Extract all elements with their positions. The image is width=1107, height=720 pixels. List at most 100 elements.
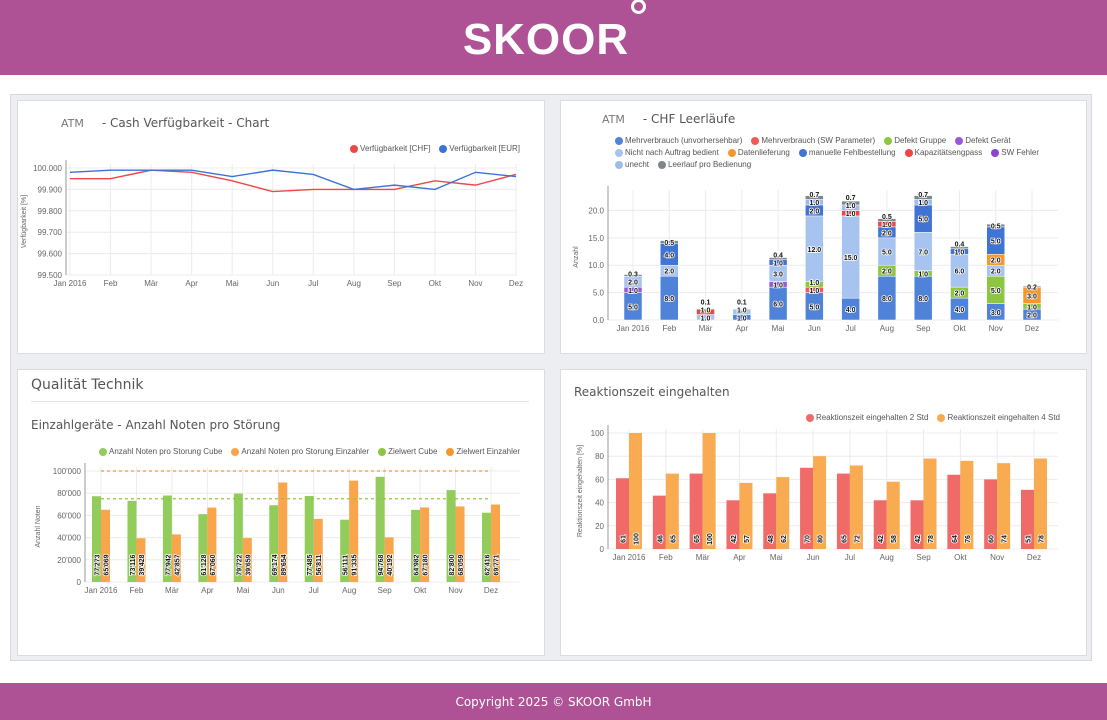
y-tick-label: 0 <box>600 545 605 554</box>
legend-cash: Verfügbarkeit [CHF] Verfügbarkeit [EUR] <box>300 144 520 154</box>
segment-label: 12.0 <box>808 247 822 254</box>
bar <box>997 463 1011 549</box>
y-tick-label: 99.500 <box>38 271 63 280</box>
legend-item[interactable]: Anzahl Noten pro Storung Cube <box>99 447 222 457</box>
legend-item[interactable]: Nicht nach Auftrag bedient <box>615 148 719 158</box>
legend-item[interactable]: Leerlauf pro Bedienung <box>658 160 751 170</box>
x-tick-label: Jun <box>807 553 820 562</box>
segment-label: 0.1 <box>701 299 711 306</box>
legend-dot-icon <box>904 149 913 157</box>
segment-label: 0.7 <box>918 192 928 199</box>
legend-item[interactable]: Verfügbarkeit [EUR] <box>439 144 520 154</box>
legend-item[interactable]: Mehrverbrauch (SW Parameter) <box>751 136 875 146</box>
legend-item[interactable]: Kapazitätsengpass <box>904 148 982 158</box>
bar-label: 42'857 <box>174 554 181 575</box>
bar-label: 65 <box>694 535 701 543</box>
legend-label: Nicht nach Auftrag bedient <box>625 148 719 157</box>
bar-label: 42 <box>731 535 738 543</box>
segment-label: 4.0 <box>846 307 856 314</box>
x-tick-label: Aug <box>880 324 894 333</box>
legend-item[interactable]: Zielwert Einzahler <box>446 447 520 457</box>
legend-label: Defekt Gerät <box>965 136 1011 145</box>
bar-label: 74 <box>1002 535 1009 543</box>
x-tick-label: Nov <box>468 279 482 288</box>
x-tick-label: Apr <box>733 553 746 562</box>
legend-label: Verfügbarkeit [CHF] <box>360 144 431 153</box>
bar <box>411 509 421 582</box>
segment-label: 1.0 <box>882 222 892 229</box>
header: SKOOR <box>0 0 1107 75</box>
footer: Copyright 2025 © SKOOR GmbH <box>0 683 1107 720</box>
skoor-logo[interactable]: SKOOR <box>463 0 647 65</box>
stack-segment <box>877 218 897 222</box>
bar <box>873 500 887 549</box>
x-tick-label: Jan 2016 <box>85 586 118 595</box>
legend-item[interactable]: Defekt Gerät <box>955 136 1011 146</box>
y-tick-label: 20 <box>595 522 604 531</box>
segment-label: 0.3 <box>628 272 638 279</box>
x-tick-label: Feb <box>104 279 118 288</box>
legend-dot-icon <box>658 161 667 169</box>
legend-item[interactable]: Defekt Gruppe <box>884 136 946 146</box>
legend-item[interactable]: manuelle Fehlbestellung <box>798 148 896 158</box>
y-tick-label: 5.0 <box>593 289 605 298</box>
legend-dot-icon <box>615 161 623 169</box>
legend-label: SW Fehler <box>1001 148 1040 157</box>
bar <box>446 490 456 582</box>
segment-label: 1.0 <box>737 315 747 322</box>
legend-label: Leerlauf pro Bedienung <box>668 160 752 169</box>
y-tick-label: 0 <box>77 578 82 587</box>
bar-label: 77'273 <box>95 554 102 575</box>
bar-label: 62'416 <box>485 554 492 575</box>
x-tick-label: Okt <box>414 586 427 595</box>
legend-item[interactable]: SW Fehler <box>991 148 1039 158</box>
x-tick-label: Mär <box>144 279 158 288</box>
stack-segment <box>623 274 643 277</box>
segment-label: 0.2 <box>1027 285 1037 292</box>
legend-reaction: Reaktionszeit eingehalten 2 Std Reaktions… <box>700 413 1060 423</box>
legend-dot-icon <box>615 137 623 145</box>
legend-item[interactable]: Datenlieferung <box>727 148 790 158</box>
x-tick-label: Dez <box>1027 553 1041 562</box>
bar <box>349 480 359 582</box>
bar <box>947 474 961 549</box>
segment-label: 2.0 <box>991 258 1001 265</box>
segment-label: 2.0 <box>991 269 1001 276</box>
legend-item[interactable]: unecht <box>615 160 649 170</box>
segment-label: 6.0 <box>773 302 783 309</box>
x-tick-label: Okt <box>954 553 967 562</box>
segment-label: 1.0 <box>846 211 856 218</box>
logo-circle <box>631 0 647 14</box>
bar-label: 65 <box>670 535 677 543</box>
bar-label: 61 <box>621 535 628 543</box>
legend-item[interactable]: Reaktionszeit eingehalten 4 Std <box>937 413 1060 423</box>
bar <box>739 482 753 549</box>
bar-label: 100 <box>707 533 714 545</box>
legend-item[interactable]: Reaktionszeit eingehalten 2 Std <box>805 413 928 423</box>
legend-label: Reaktionszeit eingehalten 4 Std <box>947 413 1060 422</box>
segment-label: 5.0 <box>628 304 638 311</box>
x-tick-label: Aug <box>880 553 894 562</box>
bar <box>304 495 314 582</box>
legend-item[interactable]: Anzahl Noten pro Storung Einzahler <box>231 447 369 457</box>
segment-label: 0.7 <box>809 192 819 199</box>
segment-label: 1.0 <box>701 307 711 314</box>
title-prefix: ATM <box>602 113 625 126</box>
x-tick-label: Dez <box>484 586 498 595</box>
bar <box>101 509 110 582</box>
segment-label: 1.0 <box>846 203 856 210</box>
x-tick-label: Apr <box>736 324 749 333</box>
bar-label: 61'128 <box>201 554 208 575</box>
legend-item[interactable]: Zielwert Cube <box>378 447 437 457</box>
x-tick-label: Okt <box>953 324 966 333</box>
legend-item[interactable]: Verfügbarkeit [CHF] <box>350 144 430 154</box>
title-prefix: ATM <box>61 117 84 130</box>
x-tick-label: Sep <box>916 553 931 562</box>
bar <box>1034 458 1047 549</box>
section-title: Qualität Technik <box>31 377 144 393</box>
legend-item[interactable]: Mehrverbrauch (unvorhersehbar) <box>615 136 742 146</box>
x-tick-label: Jun <box>266 279 279 288</box>
x-tick-label: Mai <box>772 324 785 333</box>
